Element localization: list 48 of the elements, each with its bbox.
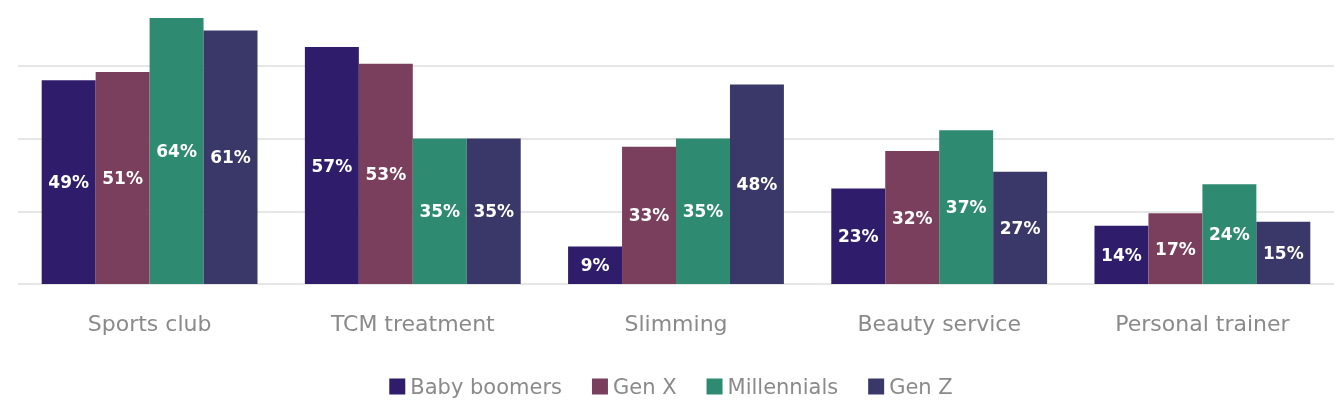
legend-label: Gen X xyxy=(612,374,677,399)
data-label: 32% xyxy=(891,207,933,228)
x-tick-label: Sports club xyxy=(87,310,212,336)
bar xyxy=(993,171,1048,284)
data-label: 51% xyxy=(102,168,143,189)
bar xyxy=(304,47,359,284)
data-label: 27% xyxy=(999,217,1041,238)
data-label: 9% xyxy=(580,255,610,276)
data-label: 15% xyxy=(1262,242,1304,263)
data-label: 14% xyxy=(1101,244,1142,265)
data-label: 24% xyxy=(1209,224,1250,245)
data-label: 33% xyxy=(628,205,670,226)
bar xyxy=(1148,213,1203,284)
bar xyxy=(1202,184,1257,284)
data-label: 35% xyxy=(473,201,515,222)
data-label: 48% xyxy=(736,174,778,195)
data-label: 35% xyxy=(682,201,724,222)
x-tick-label: TCM treatment xyxy=(329,310,496,336)
data-label: 23% xyxy=(837,226,879,247)
data-label: 61% xyxy=(210,147,251,168)
legend-label: Baby boomers xyxy=(410,374,562,399)
data-label: 35% xyxy=(419,201,461,222)
bar xyxy=(885,151,940,284)
data-label: 64% xyxy=(156,141,197,161)
bar xyxy=(1256,221,1311,284)
bar xyxy=(622,146,676,284)
bar xyxy=(149,18,204,284)
legend-label: Millennials xyxy=(727,374,839,399)
bar xyxy=(358,63,413,284)
data-label: 57% xyxy=(311,155,353,176)
x-tick-label: Slimming xyxy=(624,310,728,336)
data-label: 17% xyxy=(1155,238,1196,259)
data-label: 37% xyxy=(945,197,987,218)
bar xyxy=(939,130,994,284)
x-tick-label: Beauty service xyxy=(857,310,1021,336)
legend-label: Gen Z xyxy=(889,374,953,399)
bar xyxy=(41,80,96,284)
data-label: 49% xyxy=(48,172,90,193)
data-label: 53% xyxy=(365,163,407,184)
bar xyxy=(831,188,886,284)
bar xyxy=(412,138,467,284)
bar xyxy=(466,138,521,284)
bar xyxy=(95,72,150,284)
bar xyxy=(1094,225,1149,284)
bar xyxy=(203,30,258,284)
bar xyxy=(676,138,730,284)
bar xyxy=(729,84,784,284)
x-tick-label: Personal trainer xyxy=(1115,310,1291,336)
